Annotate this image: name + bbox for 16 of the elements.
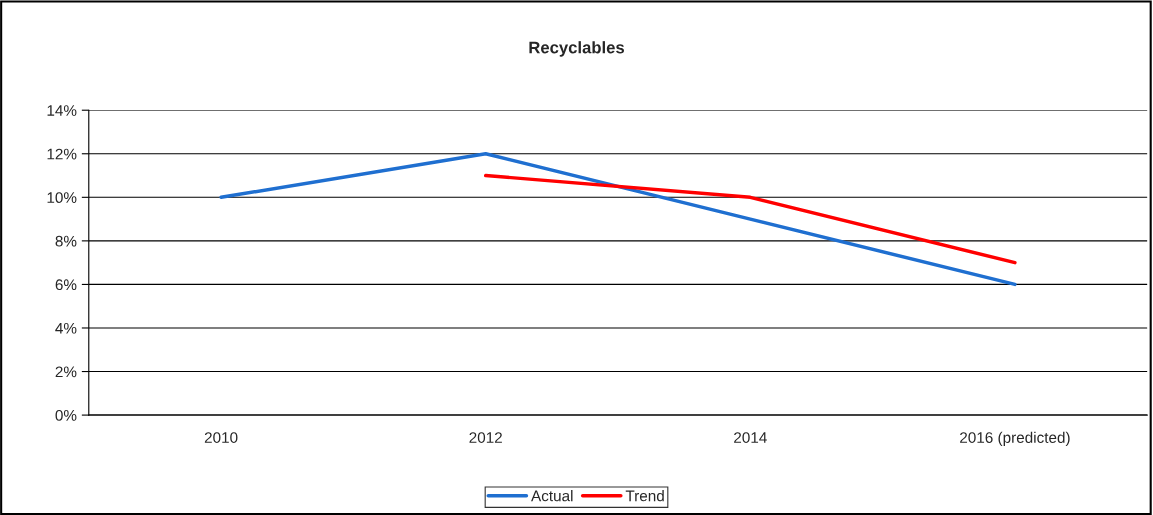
y-tick-label: 2% — [55, 366, 77, 378]
y-tick-label: 0% — [55, 409, 77, 421]
legend-label: Trend — [625, 490, 664, 502]
y-tick-label: 8% — [55, 235, 77, 247]
chart-title: Recyclables — [529, 41, 624, 57]
x-tick-label: 2014 — [734, 432, 767, 443]
x-tick-label: 2016 (predicted) — [960, 431, 1070, 446]
x-tick-label: 2012 — [469, 432, 502, 443]
y-tick-label: 14% — [47, 105, 77, 116]
y-tick-label: 12% — [47, 148, 77, 160]
y-tick-label: 10% — [47, 192, 77, 203]
y-tick-label: 4% — [55, 322, 77, 334]
line-series — [219, 152, 1017, 287]
legend-label: Actual — [531, 490, 573, 502]
x-tick-label: 2010 — [204, 432, 238, 443]
y-tick-label: 6% — [55, 279, 77, 291]
